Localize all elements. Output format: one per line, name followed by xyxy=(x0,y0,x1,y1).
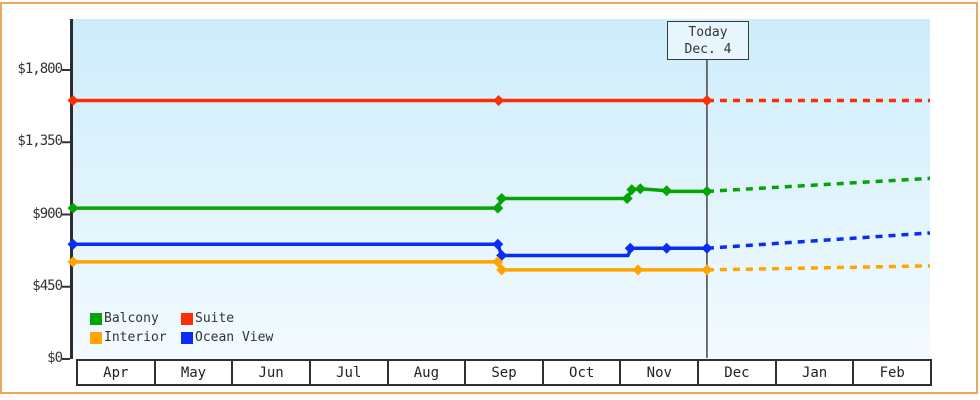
legend-item-ocean-view: Ocean View xyxy=(181,330,274,345)
x-axis-month-row: Apr May Jun Jul Aug Sep Oct Nov Dec Jan Feb xyxy=(76,359,932,386)
marker-diamond-suite xyxy=(67,95,79,107)
marker-diamond-suite xyxy=(493,95,505,107)
marker-diamond-balcony xyxy=(701,185,713,197)
marker-diamond-balcony xyxy=(67,202,79,214)
month-cell-may: May xyxy=(153,361,232,384)
legend-swatch-icon xyxy=(181,331,193,344)
month-cell-apr: Apr xyxy=(103,364,129,381)
marker-diamond-ocean-view xyxy=(701,242,713,254)
month-cell-dec: Dec xyxy=(697,361,775,384)
marker-diamond-balcony xyxy=(634,183,646,195)
marker-diamond-ocean-view xyxy=(67,238,79,250)
marker-diamond-suite xyxy=(701,95,713,107)
series-line-interior xyxy=(73,260,707,272)
month-cell-sep: Sep xyxy=(464,361,542,384)
legend: Balcony Suite Interior Ocean View xyxy=(90,311,274,345)
month-cell-jan: Jan xyxy=(774,361,853,384)
forecast-line-ocean-view xyxy=(706,231,931,250)
legend-item-interior: Interior xyxy=(90,330,181,345)
month-cell-aug: Aug xyxy=(386,361,465,384)
marker-diamond-balcony xyxy=(496,192,508,204)
marker-diamond-interior xyxy=(632,264,644,276)
legend-item-balcony: Balcony xyxy=(90,311,181,326)
forecast-line-interior xyxy=(706,264,931,272)
month-cell-feb: Feb xyxy=(852,361,930,384)
legend-swatch-icon xyxy=(181,312,193,325)
y-axis-label: $0 xyxy=(47,350,63,366)
marker-diamond-interior xyxy=(492,256,504,268)
month-cell-nov: Nov xyxy=(619,361,697,384)
y-axis-label: $900 xyxy=(32,205,63,222)
legend-label: Interior xyxy=(104,330,167,345)
y-axis-label: $450 xyxy=(32,277,63,294)
y-axis-label: $1,800 xyxy=(17,61,63,77)
month-cell-oct: Oct xyxy=(541,361,620,384)
forecast-line-balcony xyxy=(706,176,931,194)
marker-diamond-balcony xyxy=(626,184,638,196)
legend-label: Ocean View xyxy=(195,330,274,345)
marker-diamond-balcony xyxy=(621,192,633,204)
marker-diamond-interior xyxy=(701,264,713,276)
marker-diamond-balcony xyxy=(661,185,673,197)
marker-diamond-ocean-view xyxy=(492,238,504,250)
month-cell-jul: Jul xyxy=(308,361,387,384)
marker-diamond-ocean-view xyxy=(661,242,673,254)
legend-swatch-icon xyxy=(90,331,102,344)
plot-area xyxy=(73,19,930,359)
series-line-ocean-view xyxy=(73,242,707,258)
marker-diamond-interior xyxy=(67,256,79,268)
marker-diamond-interior xyxy=(496,264,508,276)
marker-diamond-ocean-view xyxy=(496,249,508,261)
y-axis-label: $1,350 xyxy=(17,133,63,150)
marker-diamond-ocean-view xyxy=(624,242,636,254)
today-label-line1: Today xyxy=(688,24,728,40)
legend-label: Suite xyxy=(195,311,235,326)
legend-label: Balcony xyxy=(104,311,159,326)
month-cell-jun: Jun xyxy=(231,361,309,384)
today-label-line2: Dec. 4 xyxy=(684,41,732,57)
today-label-box: Today Dec. 4 xyxy=(667,21,749,60)
marker-diamond-balcony xyxy=(492,202,504,214)
legend-item-suite: Suite xyxy=(181,311,273,326)
series-line-balcony xyxy=(73,187,707,210)
legend-swatch-icon xyxy=(90,312,102,325)
y-axis-line xyxy=(70,19,73,359)
